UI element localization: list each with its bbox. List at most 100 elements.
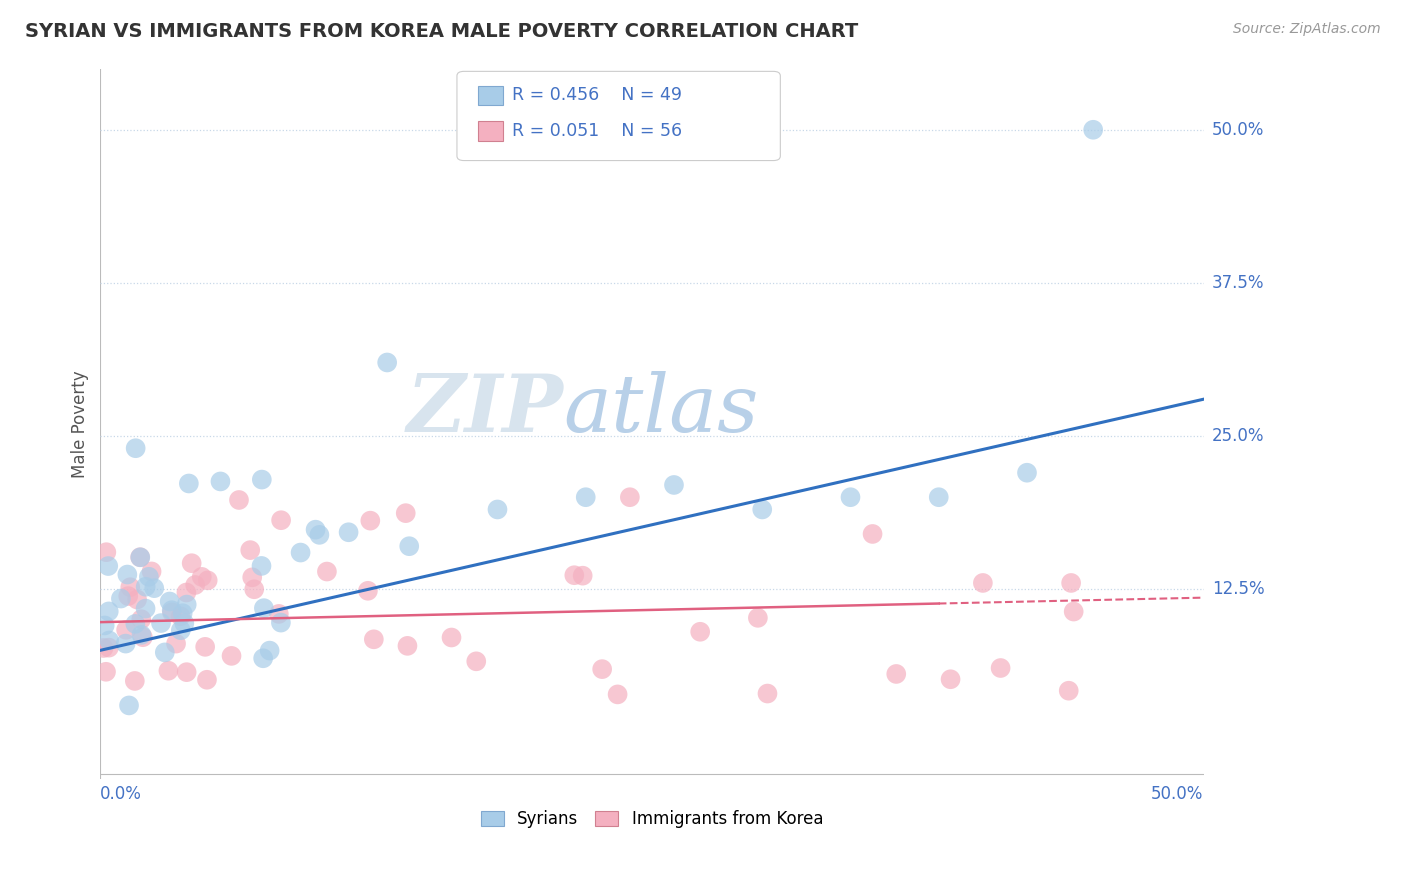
Point: [1063, 605, 1085, 619]
Point: [197, 574, 219, 588]
Point: [97, 559, 120, 574]
Point: [132, 630, 155, 644]
Point: [939, 672, 962, 686]
Point: [398, 539, 420, 553]
Text: R = 0.456    N = 49: R = 0.456 N = 49: [512, 87, 682, 104]
Point: [176, 598, 198, 612]
Point: [165, 637, 187, 651]
Point: [1083, 122, 1105, 136]
Point: [96, 545, 118, 559]
Point: [375, 355, 398, 369]
Point: [131, 628, 153, 642]
Point: [118, 698, 141, 713]
Point: [1060, 576, 1083, 591]
Point: [191, 570, 214, 584]
Point: [747, 611, 769, 625]
Point: [141, 565, 163, 579]
Point: [124, 441, 146, 455]
Point: [486, 502, 509, 516]
Point: [176, 585, 198, 599]
Point: [124, 616, 146, 631]
Point: [1057, 683, 1080, 698]
Point: [270, 615, 292, 630]
Point: [862, 527, 884, 541]
Point: [928, 490, 950, 504]
Point: [117, 589, 139, 603]
Point: [250, 473, 273, 487]
Point: [270, 513, 292, 527]
Point: [316, 565, 339, 579]
Text: 25.0%: 25.0%: [1212, 427, 1264, 445]
Point: [990, 661, 1012, 675]
Point: [575, 490, 598, 504]
Point: [157, 664, 180, 678]
Point: [98, 633, 121, 648]
Point: [440, 631, 463, 645]
Point: [93, 618, 115, 632]
Point: [114, 637, 136, 651]
Point: [120, 580, 142, 594]
Point: [337, 525, 360, 540]
Point: [884, 667, 907, 681]
Point: [209, 475, 232, 489]
Point: [129, 550, 152, 565]
Point: [756, 687, 779, 701]
Text: SYRIAN VS IMMIGRANTS FROM KOREA MALE POVERTY CORRELATION CHART: SYRIAN VS IMMIGRANTS FROM KOREA MALE POV…: [25, 22, 859, 41]
Point: [93, 640, 115, 655]
Text: ZIP: ZIP: [406, 371, 564, 449]
Point: [250, 558, 273, 573]
Point: [180, 556, 202, 570]
Point: [571, 568, 593, 582]
Point: [308, 528, 330, 542]
Point: [239, 543, 262, 558]
Point: [195, 673, 218, 687]
Point: [562, 568, 585, 582]
Point: [290, 545, 312, 559]
Text: Source: ZipAtlas.com: Source: ZipAtlas.com: [1233, 22, 1381, 37]
Point: [169, 609, 191, 624]
Point: [173, 616, 195, 631]
Point: [127, 592, 149, 607]
Text: atlas: atlas: [564, 371, 759, 449]
Point: [240, 570, 263, 584]
Point: [395, 506, 418, 520]
Point: [129, 612, 152, 626]
Point: [357, 583, 380, 598]
Point: [129, 550, 152, 565]
Point: [363, 632, 385, 647]
Point: [465, 654, 488, 668]
Point: [243, 582, 266, 597]
Text: R = 0.051    N = 56: R = 0.051 N = 56: [512, 122, 682, 140]
Point: [228, 493, 250, 508]
Point: [396, 639, 419, 653]
Point: [124, 673, 146, 688]
Point: [138, 570, 160, 584]
Point: [184, 578, 207, 592]
Point: [135, 580, 157, 594]
Point: [135, 601, 157, 615]
Point: [267, 607, 290, 621]
Point: [115, 623, 138, 637]
Point: [359, 514, 381, 528]
Point: [304, 523, 326, 537]
Point: [662, 478, 685, 492]
Point: [221, 648, 243, 663]
Point: [170, 624, 193, 638]
Text: 37.5%: 37.5%: [1212, 274, 1264, 292]
Y-axis label: Male Poverty: Male Poverty: [72, 370, 89, 477]
Point: [972, 576, 994, 591]
Text: 0.0%: 0.0%: [100, 785, 142, 803]
Point: [606, 687, 628, 701]
Point: [259, 643, 281, 657]
Text: 50.0%: 50.0%: [1152, 785, 1204, 803]
Point: [143, 581, 166, 595]
Point: [150, 616, 173, 631]
Point: [839, 490, 862, 504]
Point: [97, 640, 120, 655]
Legend: Syrians, Immigrants from Korea: Syrians, Immigrants from Korea: [474, 803, 830, 835]
Text: 12.5%: 12.5%: [1212, 580, 1264, 598]
Point: [751, 502, 773, 516]
Point: [252, 651, 274, 665]
Point: [689, 624, 711, 639]
Point: [172, 606, 194, 620]
